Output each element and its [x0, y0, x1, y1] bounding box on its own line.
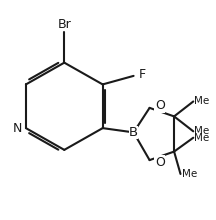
Text: Br: Br: [57, 18, 71, 31]
Text: Me: Me: [194, 97, 210, 106]
Text: F: F: [139, 68, 146, 81]
Text: O: O: [155, 156, 165, 169]
Text: Me: Me: [194, 126, 210, 136]
Text: Me: Me: [182, 169, 197, 179]
Text: O: O: [155, 99, 165, 112]
Text: B: B: [129, 126, 138, 139]
Text: N: N: [13, 122, 22, 135]
Text: Me: Me: [194, 133, 210, 143]
